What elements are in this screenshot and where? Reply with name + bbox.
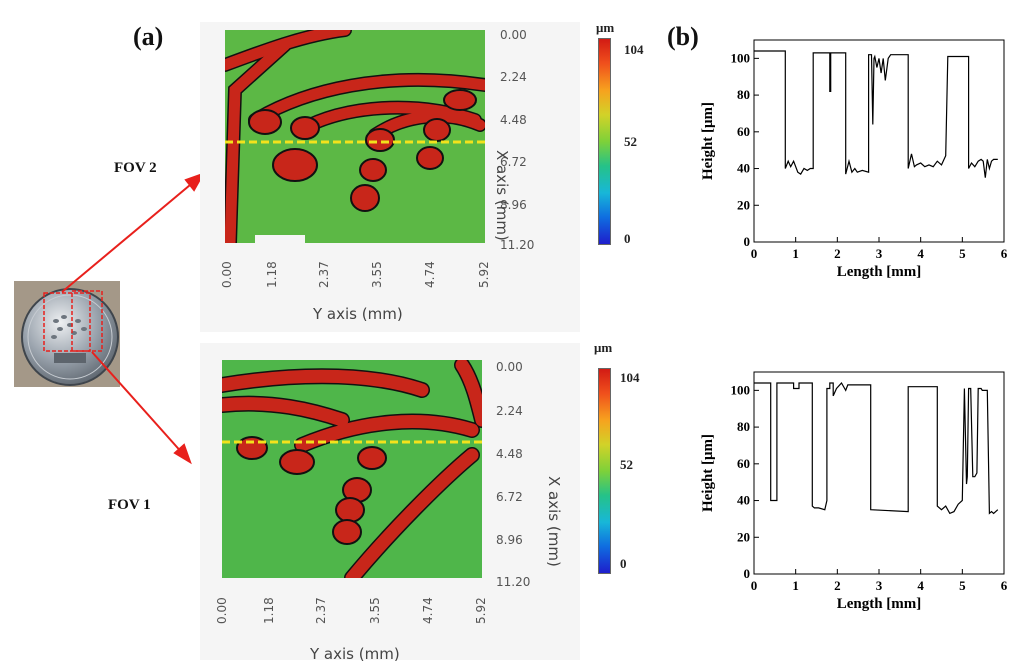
y-tick-label: 100 — [731, 50, 751, 65]
colorbar2-tick: 104 — [624, 42, 644, 57]
map1-y-tick: 3.55 — [368, 597, 382, 624]
colorbar1-tick: 52 — [620, 457, 633, 472]
map1-x-tick: 6.72 — [496, 490, 523, 504]
colorbar2-unit: μm — [596, 20, 615, 35]
colorbar2-tick: 52 — [624, 134, 637, 149]
map2-x-axis-title: X axis (mm) — [493, 150, 511, 241]
colorbar2-tick: 0 — [624, 231, 631, 246]
x-tick-label: 6 — [1001, 578, 1008, 593]
panel-a-label: (a) — [133, 22, 164, 51]
x-tick-label: 6 — [1001, 246, 1008, 261]
x-axis-label: Length [mm] — [837, 264, 922, 280]
colorbar1-tick: 0 — [620, 556, 627, 571]
x-tick-label: 1 — [792, 578, 799, 593]
y-tick-label: 20 — [737, 529, 750, 544]
y-tick-label: 80 — [737, 87, 750, 102]
coin-photo — [14, 281, 120, 387]
y-tick-label: 100 — [731, 382, 751, 397]
x-tick-label: 2 — [834, 246, 841, 261]
x-tick-label: 4 — [917, 246, 924, 261]
y-tick-label: 0 — [744, 234, 751, 249]
x-tick-label: 1 — [792, 246, 799, 261]
map1-y-tick: 4.74 — [421, 597, 435, 624]
map1-y-tick: 1.18 — [262, 597, 276, 624]
map1-x-tick: 0.00 — [496, 360, 523, 374]
map1-y-tick: 0.00 — [215, 597, 229, 624]
colorbar1 — [598, 368, 611, 574]
y-tick-label: 40 — [737, 161, 750, 176]
map2-y-tick: 0.00 — [220, 261, 234, 288]
map2-x-tick: 0.00 — [500, 28, 527, 42]
x-tick-label: 3 — [876, 246, 883, 261]
fov2-label: FOV 2 — [114, 160, 157, 176]
map1-x-tick: 2.24 — [496, 404, 523, 418]
x-tick-label: 3 — [876, 578, 883, 593]
height-map-fov2 — [225, 30, 485, 243]
map1-y-tick: 5.92 — [474, 597, 488, 624]
height-map-fov1-image — [222, 360, 482, 578]
x-tick-label: 0 — [751, 246, 758, 261]
y-axis-label: Height [μm] — [700, 434, 716, 512]
map2-x-tick: 6.72 — [500, 155, 527, 169]
map1-y-tick: 2.37 — [314, 597, 328, 624]
colorbar1-tick: 104 — [620, 370, 640, 385]
arrow-to-fov1 — [91, 351, 192, 465]
panel-b-label: (b) — [667, 22, 699, 51]
map1-x-tick: 8.96 — [496, 533, 523, 547]
x-tick-label: 5 — [959, 578, 966, 593]
map2-y-tick: 2.37 — [317, 261, 331, 288]
map2-y-tick: 3.55 — [370, 261, 384, 288]
x-tick-label: 5 — [959, 246, 966, 261]
x-tick-label: 4 — [917, 578, 924, 593]
y-tick-label: 20 — [737, 197, 750, 212]
x-tick-label: 0 — [751, 578, 758, 593]
map2-y-tick: 5.92 — [477, 261, 491, 288]
y-tick-label: 80 — [737, 419, 750, 434]
x-tick-label: 2 — [834, 578, 841, 593]
map2-x-tick: 2.24 — [500, 70, 527, 84]
map2-x-tick: 8.96 — [500, 198, 527, 212]
height-map-fov1 — [222, 360, 482, 578]
y-tick-label: 0 — [744, 566, 751, 581]
arrow-to-fov2 — [61, 172, 206, 293]
plot-frame — [753, 39, 1005, 243]
y-tick-label: 60 — [737, 456, 750, 471]
map2-y-tick: 1.18 — [265, 261, 279, 288]
height-map-fov2-image — [225, 30, 485, 243]
map1-y-axis-title: Y axis (mm) — [310, 645, 400, 663]
map2-x-tick: 11.20 — [500, 238, 535, 252]
y-tick-label: 40 — [737, 493, 750, 508]
map2-x-tick: 4.48 — [500, 113, 527, 127]
map2-y-axis-title: Y axis (mm) — [313, 305, 403, 323]
map1-x-axis-title: X axis (mm) — [545, 476, 563, 567]
fov1-label: FOV 1 — [108, 497, 151, 513]
y-tick-label: 60 — [737, 124, 750, 139]
series-line-fov1 — [754, 381, 999, 515]
map1-x-tick: 11.20 — [496, 575, 531, 589]
series-line-fov2 — [754, 50, 998, 178]
x-axis-label: Length [mm] — [837, 596, 922, 612]
map1-x-tick: 4.48 — [496, 447, 523, 461]
colorbar1-unit: μm — [594, 340, 613, 355]
colorbar2 — [598, 38, 611, 245]
y-axis-label: Height [μm] — [700, 102, 716, 180]
map2-y-tick: 4.74 — [423, 261, 437, 288]
coin-image — [21, 288, 119, 386]
